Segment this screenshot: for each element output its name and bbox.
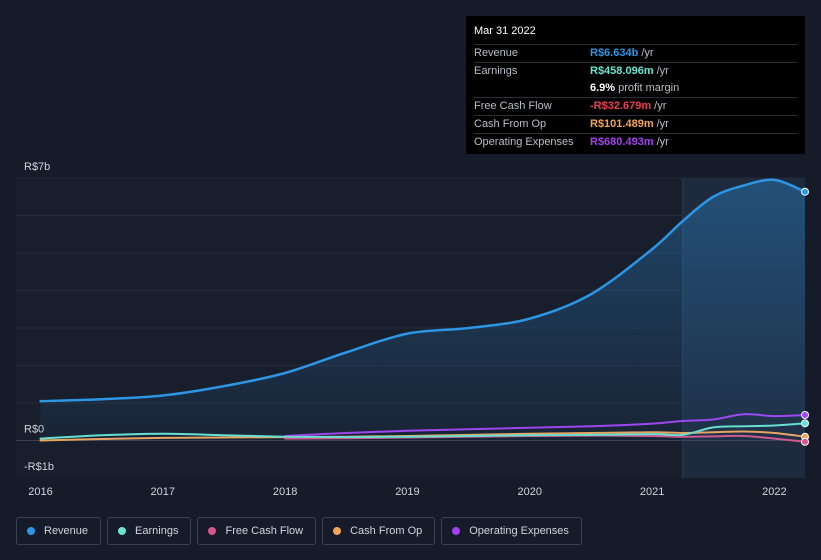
tooltip-row-fcf: Free Cash Flow -R$32.679m /yr [474,97,797,115]
x-tick-label: 2022 [762,486,786,498]
tooltip-panel: Mar 31 2022 Revenue R$6.634b /yr Earning… [466,16,805,154]
series-area-revenue [40,179,806,441]
tooltip-unit: profit margin [618,82,680,94]
tooltip-unit: /yr [641,47,654,59]
legend-item-operating-expenses[interactable]: Operating Expenses [441,517,582,545]
tooltip-label: Earnings [474,65,518,77]
tooltip-date: Mar 31 2022 [474,25,536,37]
tooltip-row-cfo: Cash From Op R$101.489m /yr [474,115,797,133]
tooltip-row-opex: Operating Expenses R$680.493m /yr [474,133,797,151]
tooltip-row-margin: 6.9% profit margin [474,80,797,97]
tooltip-value: -R$32.679m [590,100,652,112]
tooltip-unit: /yr [656,65,669,77]
x-tick-label: 2019 [395,486,419,498]
legend: Revenue Earnings Free Cash Flow Cash Fro… [16,517,582,545]
tooltip-value: R$458.096m [590,65,654,77]
legend-label: Cash From Op [350,525,423,537]
legend-dot-icon [27,527,35,535]
tooltip-unit: /yr [656,136,669,148]
x-tick-label: 2018 [273,486,297,498]
x-tick-label: 2016 [28,486,52,498]
tooltip-row-revenue: Revenue R$6.634b /yr [474,44,797,62]
legend-item-free-cash-flow[interactable]: Free Cash Flow [197,517,317,545]
legend-label: Earnings [135,525,179,537]
x-tick-label: 2017 [151,486,175,498]
tooltip-unit: /yr [654,100,667,112]
legend-label: Operating Expenses [469,525,569,537]
tooltip-value: R$680.493m [590,136,654,148]
tooltip-value: R$101.489m [590,118,654,130]
tooltip-row-earnings: Earnings R$458.096m /yr [474,62,797,80]
series-endpoint-revenue [801,187,809,196]
tooltip-label: Free Cash Flow [474,100,552,112]
legend-label: Revenue [44,525,89,537]
x-tick-label: 2021 [640,486,664,498]
legend-label: Free Cash Flow [225,525,304,537]
line-chart: R$7b R$0 -R$1b 2016 2017 2018 2019 2020 2021 2022 [16,161,809,498]
x-tick-label: 2020 [518,486,542,498]
tooltip-unit: /yr [656,118,669,130]
legend-dot-icon [208,527,217,535]
legend-dot-icon [452,527,461,535]
y-tick-label: -R$1b [24,461,54,473]
tooltip-value: R$6.634b [590,47,639,59]
tooltip-value: 6.9% [590,82,616,94]
series-line-revenue [39,178,807,403]
legend-item-cash-from-op[interactable]: Cash From Op [322,517,436,545]
y-tick-label: R$7b [24,161,50,173]
legend-dot-icon [333,527,342,535]
legend-item-earnings[interactable]: Earnings [107,517,192,545]
legend-item-revenue[interactable]: Revenue [16,517,102,545]
tooltip-label: Revenue [474,47,519,59]
legend-dot-icon [118,527,127,535]
tooltip-label: Operating Expenses [474,136,574,148]
tooltip-label: Cash From Op [474,118,547,130]
y-tick-label: R$0 [24,424,44,436]
